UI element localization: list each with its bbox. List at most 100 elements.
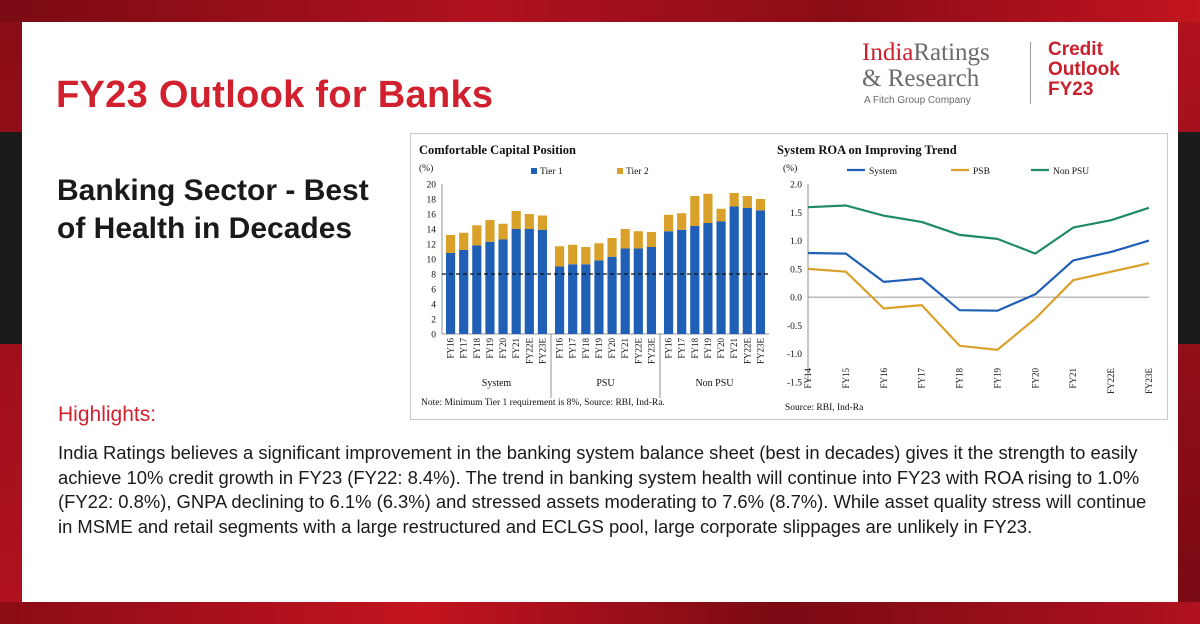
chart1-xtick-label: FY19	[485, 338, 495, 359]
chart1-bar-tier2	[646, 232, 657, 247]
chart1-xtick-label: FY19	[594, 338, 604, 359]
chart1-xtick-label: FY21	[620, 338, 630, 359]
chart1-bar-tier2	[498, 223, 508, 240]
chart1-xtick-label: FY17	[677, 338, 687, 359]
chart1-ylabel: (%)	[419, 163, 433, 174]
logo-india: India	[862, 39, 914, 66]
chart2-xtick-label: FY18	[955, 368, 965, 389]
chart1-bar-tier1	[498, 239, 508, 334]
chart2-ytick-label: -1.0	[787, 350, 802, 360]
chart1-xtick-label: FY20	[607, 338, 617, 359]
chart1-bar-tier1	[703, 223, 713, 334]
chart1-bar-tier2	[445, 235, 456, 253]
chart1-legend-swatch	[531, 168, 537, 174]
chart2-title: System ROA on Improving Trend	[777, 143, 957, 157]
chart2-source: Source: RBI, Ind-Ra	[785, 403, 864, 413]
logo-divider	[1030, 42, 1031, 104]
chart1-bar-tier1	[742, 208, 752, 334]
chart1-xtick-label: FY16	[664, 338, 674, 359]
chart2-legend-label: PSB	[973, 167, 990, 177]
chart1-xtick-label: FY20	[498, 338, 508, 359]
chart2-xtick-label: FY17	[917, 368, 927, 389]
chart1-bar-tier2	[607, 238, 617, 257]
chart1-bar-tier2	[554, 246, 565, 267]
chart1-ytick-label: 0	[431, 331, 436, 341]
chart2-line-system	[807, 239, 1150, 312]
chart1-bar-tier1	[594, 260, 604, 334]
chart1-bar-tier1	[607, 256, 617, 334]
highlights-heading: Highlights:	[58, 403, 157, 426]
chart1-xtick-label: FY21	[511, 338, 521, 359]
chart1-group-label: PSU	[596, 378, 615, 389]
chart1-bar-tier1	[646, 247, 657, 334]
chart2-xtick-label: FY15	[841, 368, 851, 389]
chart1-bar-tier2	[459, 232, 469, 250]
chart1-bar-tier2	[524, 214, 534, 229]
chart1-legend-label: Tier 2	[626, 167, 649, 177]
chart2-ytick-label: 0.0	[790, 294, 802, 304]
chart1-bar-tier2	[755, 199, 766, 211]
chart1-xtick-label: FY22E	[633, 338, 643, 365]
chart1-bar-tier1	[472, 245, 482, 334]
chart1-ytick-label: 8	[431, 271, 436, 281]
chart1-xtick-label: FY22E	[524, 338, 534, 365]
chart1-bar-tier2	[594, 243, 604, 261]
charts-panel: Comfortable Capital Position (%) Note: M…	[410, 133, 1168, 420]
chart2-legend-label: System	[869, 167, 898, 177]
highlights-body: India Ratings believes a significant imp…	[58, 442, 1147, 537]
logo: IndiaRatings & Research A Fitch Group Co…	[862, 38, 1162, 110]
chart2-ytick-label: 2.0	[790, 181, 802, 191]
chart1-xtick-label: FY18	[472, 338, 482, 359]
chart2-line-nonpsu	[807, 204, 1150, 255]
chart1-bar-tier2	[729, 193, 739, 207]
charts-svg: Comfortable Capital Position (%) Note: M…	[419, 143, 1154, 413]
chart2-xtick-label: FY20	[1030, 368, 1040, 389]
chart1-xtick-label: FY17	[568, 338, 578, 359]
chart1-bar-tier1	[633, 248, 643, 334]
logo-tagline: Credit Outlook FY23	[1048, 40, 1120, 100]
chart1-bar-tier1	[690, 226, 700, 334]
chart1-note: Note: Minimum Tier 1 requirement is 8%, …	[421, 398, 665, 408]
chart1-bar-tier2	[511, 211, 521, 229]
logo-tag-line3: FY23	[1048, 79, 1094, 100]
chart1-bar-tier2	[677, 213, 687, 230]
chart1-bar-tier2	[716, 208, 726, 222]
chart1-bar-tier2	[633, 231, 643, 249]
chart2-ytick-label: -0.5	[787, 322, 802, 332]
chart1-bar-tier2	[703, 193, 713, 223]
chart1-bar-tier1	[537, 229, 548, 334]
chart1-bar-tier2	[663, 214, 674, 232]
logo-tag-line1: Credit	[1048, 39, 1103, 60]
chart1-bar-tier1	[445, 253, 456, 334]
chart1-bar-tier1	[554, 266, 565, 334]
chart2-plot: -1.5 -1.0 -0.5 0.0 0.5 1.0 1.5 2.0 FY14 FY15 FY16 F…	[787, 167, 1154, 394]
chart1-bar-tier1	[581, 264, 591, 334]
chart1-xtick-label: FY23E	[755, 338, 765, 365]
chart1-ytick-label: 6	[431, 286, 436, 296]
page-title: FY23 Outlook for Banks	[56, 74, 494, 116]
chart1-bar-tier2	[620, 229, 630, 249]
chart1-bar-tier2	[537, 215, 548, 230]
chart1-ytick-label: 10	[427, 256, 437, 266]
chart1-xtick-label: FY23E	[537, 338, 547, 365]
chart1-group-label: System	[482, 378, 512, 389]
chart1-xtick-label: FY18	[581, 338, 591, 359]
chart1-ytick-label: 18	[427, 196, 437, 206]
chart1-xtick-label: FY20	[716, 338, 726, 359]
logo-name: IndiaRatings & Research	[862, 40, 990, 92]
chart1-ytick-label: 16	[427, 211, 437, 221]
background-bottom	[0, 602, 1200, 624]
chart2-xtick-label: FY14	[803, 368, 813, 389]
chart2-xtick-label: FY19	[992, 368, 1002, 389]
chart1-bar-tier2	[568, 244, 578, 265]
chart1-bar-tier1	[620, 248, 630, 334]
chart1-legend-label: Tier 1	[540, 167, 563, 177]
chart2-ytick-label: -1.5	[787, 379, 802, 389]
logo-tag-line2: Outlook	[1048, 59, 1120, 80]
chart1-ytick-label: 12	[427, 241, 437, 251]
chart1-group-label: Non PSU	[695, 378, 734, 389]
chart1-bar-tier2	[742, 196, 752, 208]
chart1-legend-swatch	[617, 168, 623, 174]
chart1-xtick-label: FY16	[555, 338, 565, 359]
